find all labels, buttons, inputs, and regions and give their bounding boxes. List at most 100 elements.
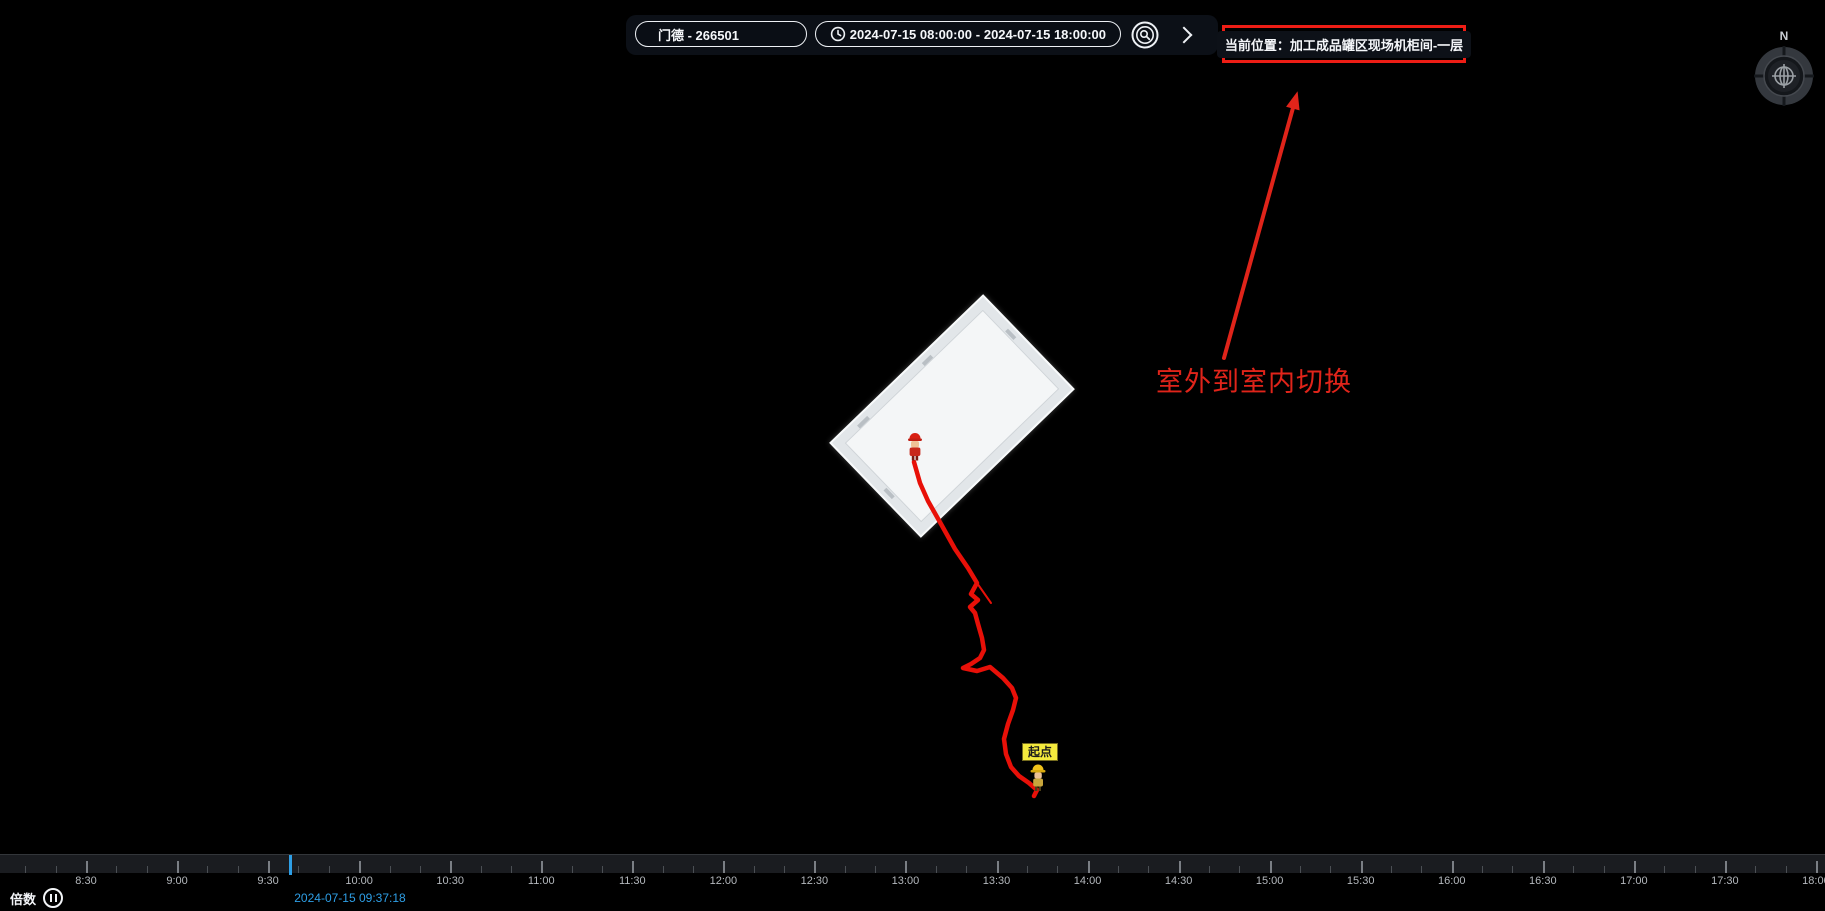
worker-yellow-helmet-icon (1030, 764, 1046, 791)
annotation-arrow-line (1222, 95, 1298, 360)
timeline-track[interactable] (0, 854, 1825, 873)
timeline-tick-label: 16:30 (1529, 875, 1557, 887)
timeline-tick (207, 866, 209, 873)
annotation-text: 室外到室内切换 (1156, 367, 1352, 397)
timeline-tick (723, 861, 726, 873)
timeline-tick-label: 13:00 (891, 875, 920, 887)
timeline-tick (55, 866, 57, 873)
play-next-button[interactable] (1171, 21, 1197, 49)
current-location-text: 当前位置：加工成品罐区现场机柜间-一层 (1216, 30, 1472, 58)
timeline-tick-label: 9:30 (257, 875, 279, 887)
timeline-tick (1724, 861, 1727, 873)
locate-search-button[interactable] (1129, 19, 1161, 51)
timeline-tick (419, 866, 421, 873)
timeline-tick (510, 866, 512, 873)
timeline-tick-label: 15:30 (1346, 875, 1375, 887)
timeline-tick-label: 8:30 (75, 875, 97, 887)
timeline-tick (1360, 861, 1363, 873)
timeline-tick (844, 866, 846, 873)
tag-select-value: 门德 - 266501 (658, 27, 739, 43)
playback-speed-control[interactable]: 倍数 (10, 888, 64, 908)
timeline-tick (1785, 866, 1787, 873)
timeline-tick (571, 866, 573, 873)
timeline-tick (116, 866, 118, 873)
timeline-tick-label: 10:30 (436, 875, 464, 887)
timeline-tick (1178, 861, 1181, 873)
timeline-tick (146, 866, 148, 873)
building-floor (844, 309, 1060, 523)
timeline-tick (359, 861, 362, 873)
timeline-tick-label: 9:00 (166, 875, 188, 887)
tag-select-dropdown[interactable]: 门德 - 266501 (635, 21, 807, 47)
timeline-tick (1330, 866, 1332, 873)
timeline-tick-label: 11:00 (527, 875, 555, 887)
top-toolbar: 门德 - 266501 2024-07-15 08:00:00 - 2024-0… (626, 15, 1218, 55)
timeline-tick-label: 15:00 (1255, 875, 1284, 887)
timeline-tick (1664, 866, 1666, 873)
timeline-tick (25, 866, 27, 873)
worker-red-helmet-icon (908, 433, 922, 461)
start-point-label: 起点 (1022, 743, 1059, 761)
timeline-tick (298, 866, 300, 873)
timeline-tick (601, 866, 603, 873)
annotation-arrow-head (1286, 91, 1300, 111)
date-range-picker[interactable]: 2024-07-15 08:00:00 - 2024-07-15 18:00:0… (815, 21, 1121, 47)
timeline-tick (1391, 866, 1393, 873)
timeline-tick (966, 866, 968, 873)
timeline-tick (632, 861, 635, 873)
timeline-tick (389, 866, 391, 873)
timeline-tick (1208, 866, 1210, 873)
date-range-start: 2024-07-15 08:00:00 (849, 26, 972, 42)
timeline-tick (1026, 866, 1028, 873)
timeline-tick (1633, 861, 1636, 873)
current-position-marker (905, 430, 925, 467)
timeline-tick (237, 866, 239, 873)
building-footprint (829, 294, 1075, 538)
compass-control[interactable]: N (1751, 28, 1817, 110)
timeline-tick (1300, 866, 1301, 873)
timeline-tick (1694, 866, 1696, 873)
timeline-tick (1239, 866, 1241, 873)
timeline-tick-label: 16:00 (1437, 875, 1466, 887)
date-range-end: 2024-07-15 18:00:00 (983, 26, 1106, 42)
timeline-playhead[interactable] (289, 855, 293, 875)
timeline-tick (1815, 861, 1818, 873)
timeline-tick (753, 866, 755, 873)
timeline-tick (177, 861, 180, 873)
timeline-tick (1512, 866, 1514, 873)
timeline-tick (480, 866, 482, 873)
timeline-tick-label: 14:00 (1073, 875, 1102, 887)
timeline-tick (1542, 861, 1545, 873)
pause-icon[interactable] (43, 888, 64, 908)
timeline-tick (450, 861, 453, 873)
timeline-tick (935, 866, 937, 873)
timeline-tick-label: 13:30 (982, 875, 1011, 887)
timeline-tick (905, 861, 908, 873)
timeline-tick (1148, 866, 1150, 873)
timeline-tick (784, 866, 786, 873)
timeline-tick (875, 866, 877, 873)
speed-label: 倍数 (10, 891, 37, 907)
playhead-timestamp: 2024-07-15 09:37:18 (294, 891, 406, 905)
clock-icon (830, 26, 846, 42)
timeline-tick-label: 17:00 (1620, 875, 1648, 887)
timeline-tick (693, 866, 694, 873)
target-search-icon (1131, 21, 1159, 49)
current-location-highlight-box: 当前位置：加工成品罐区现场机柜间-一层 (1216, 25, 1472, 63)
timeline-tick (1269, 861, 1272, 873)
timeline-tick (1603, 866, 1605, 873)
timeline-tick-label: 17:30 (1711, 875, 1739, 887)
timeline-tick-label: 11:30 (618, 875, 646, 887)
start-point-marker (1029, 762, 1047, 797)
timeline-tick (1573, 866, 1575, 873)
timeline-tick (328, 866, 330, 873)
timeline-tick (1057, 866, 1059, 873)
timeline-tick (1117, 866, 1119, 873)
track-branch-line (976, 582, 992, 604)
compass-north-label: N (1779, 29, 1789, 43)
date-range-separator: - (975, 26, 981, 42)
timeline-tick (541, 861, 544, 873)
timeline-tick (1451, 861, 1454, 873)
timeline-tick (86, 861, 88, 873)
